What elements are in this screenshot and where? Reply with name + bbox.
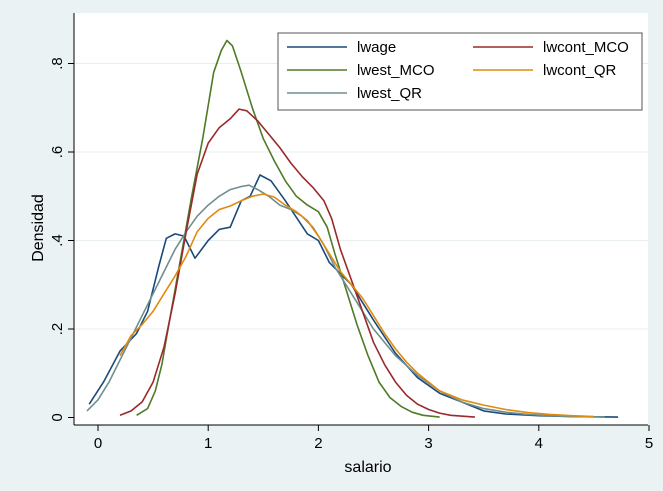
legend-label: lwcont_QR <box>543 62 617 79</box>
axes-layer: 0 .2 .4 .6 .8 0 1 2 3 4 5 <box>49 13 653 452</box>
x-tick-label: 2 <box>314 435 322 452</box>
y-tick-label: 0 <box>49 413 66 421</box>
x-axis-title: salario <box>344 459 391 476</box>
y-tick-label: .6 <box>49 146 66 159</box>
x-tick-label: 1 <box>204 435 212 452</box>
legend-box <box>277 32 643 111</box>
legend: lwage lwest_MCO lwest_QR lwcont_MCO lwcont_Q… <box>277 32 643 111</box>
y-tick-label: .2 <box>49 323 66 336</box>
x-tick-label: 0 <box>94 435 102 452</box>
x-tick-label: 3 <box>424 435 432 452</box>
series-layer <box>86 39 619 418</box>
y-axis-title: Densidad <box>30 194 47 262</box>
y-tick-label: .8 <box>49 57 66 70</box>
legend-label: lwcont_MCO <box>543 39 629 56</box>
legend-label: lwest_MCO <box>357 62 435 79</box>
x-tick-label: 4 <box>535 435 543 452</box>
series-line-lwcont-mco <box>119 108 475 418</box>
legend-label: lwest_QR <box>357 85 422 102</box>
y-tick-label: .4 <box>49 234 66 247</box>
x-tick-label: 5 <box>645 435 653 452</box>
legend-label: lwage <box>357 39 396 56</box>
series-line-lwcont-qr <box>119 193 594 418</box>
